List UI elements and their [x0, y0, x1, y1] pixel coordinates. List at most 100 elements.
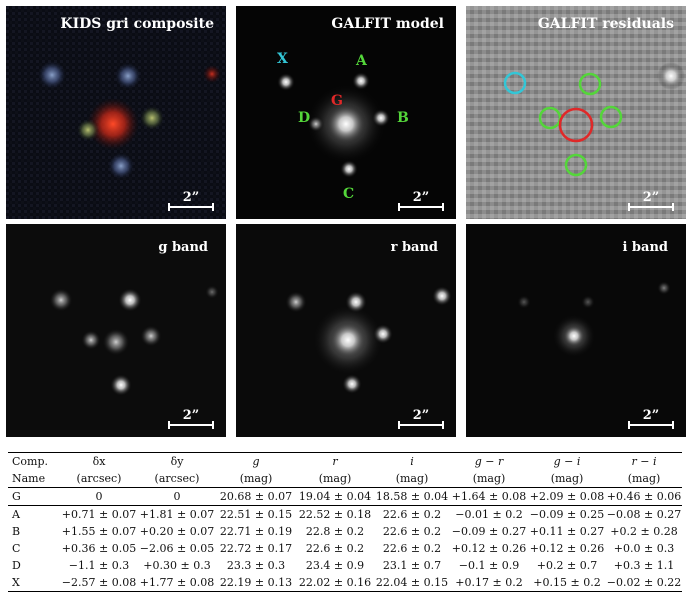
table-cell: (mag) — [374, 470, 450, 488]
table-cell: 22.52 ± 0.18 — [298, 508, 372, 521]
model-label-x: X — [277, 51, 288, 67]
table-cell: 20.68 ± 0.07 — [216, 487, 296, 506]
table-cell: 22.6 ± 0.2 — [382, 508, 442, 521]
table-cell: 22.72 ± 0.17 — [219, 542, 293, 555]
table-cell: +1.55 ± 0.07 — [61, 525, 137, 538]
table-cell: 22.6 ± 0.2 — [382, 542, 442, 555]
model-label-d: D — [298, 110, 311, 126]
table-cell: i — [374, 452, 450, 470]
table-cell: 22.19 ± 0.13 — [216, 574, 296, 592]
model-image — [236, 6, 456, 219]
table-cell: (mag) — [296, 470, 374, 488]
residual-circle-b — [599, 105, 623, 129]
table-cell: 23.4 ± 0.9 — [305, 559, 365, 572]
table-cell: (arcsec) — [138, 470, 216, 488]
residual-circle-a — [578, 72, 602, 96]
table-cell: −0.02 ± 0.22 — [606, 574, 682, 592]
table-cell: 22.6 ± 0.2 — [305, 542, 365, 555]
composite-title: KIDS gri composite — [60, 16, 214, 32]
table-cell: 0 — [60, 487, 138, 506]
panel-galfit-residuals: GALFIT residuals 2” — [466, 6, 686, 219]
table-cell: 22.8 ± 0.2 — [305, 525, 365, 538]
table-cell: +0.71 ± 0.07 — [61, 508, 137, 521]
table-row: Name (arcsec) (arcsec) (mag) (mag) (mag) (mag)… — [8, 470, 682, 488]
table-cell: +0.36 ± 0.05 — [61, 542, 137, 555]
r-band-scale-bar: 2” — [398, 409, 444, 429]
table-cell: 18.58 ± 0.04 — [374, 487, 450, 506]
residual-circle-c — [564, 153, 588, 177]
table-cell: 23.1 ± 0.7 — [382, 559, 442, 572]
table-cell: δx — [60, 452, 138, 470]
model-label-c: C — [343, 186, 355, 202]
table-cell: +0.20 ± 0.07 — [139, 525, 215, 538]
table-cell: 22.71 ± 0.19 — [219, 525, 293, 538]
table-cell: A — [12, 508, 20, 521]
table-row: D −1.1 ± 0.3 +0.30 ± 0.3 23.3 ± 0.3 23.4 ± 0… — [8, 557, 682, 574]
residuals-title: GALFIT residuals — [537, 16, 674, 32]
table-cell: δy — [138, 452, 216, 470]
table-cell: −0.01 ± 0.2 — [455, 508, 523, 521]
table-cell: +1.64 ± 0.08 — [450, 487, 528, 506]
table-cell: −1.1 ± 0.3 — [68, 559, 130, 572]
composite-scale-bar: 2” — [168, 191, 214, 211]
panel-kids-composite: KIDS gri composite 2” — [6, 6, 226, 219]
table-row: B +1.55 ± 0.07 +0.20 ± 0.07 22.71 ± 0.19 22.… — [8, 523, 682, 540]
table-cell: 0 — [138, 487, 216, 506]
table-cell: +0.2 ± 0.28 — [610, 525, 678, 538]
table-cell: 19.04 ± 0.04 — [296, 487, 374, 506]
table-row: C +0.36 ± 0.05 −2.06 ± 0.05 22.72 ± 0.17 22.… — [8, 540, 682, 557]
table-cell: (mag) — [606, 470, 682, 488]
model-label-b: B — [397, 110, 409, 126]
table-cell: G — [8, 487, 60, 506]
residuals-scale-bar: 2” — [628, 191, 674, 211]
table-cell: g − r — [450, 452, 528, 470]
r-band-image — [236, 224, 456, 437]
table-cell: −2.57 ± 0.08 — [60, 574, 138, 592]
residual-circle-g — [558, 107, 594, 143]
table-cell: 22.02 ± 0.16 — [296, 574, 374, 592]
panel-i-band: i band 2” — [466, 224, 686, 437]
panel-galfit-model: GALFIT model X A G D B C 2” — [236, 6, 456, 219]
i-band-scale-bar: 2” — [628, 409, 674, 429]
table-cell: +1.81 ± 0.07 — [139, 508, 215, 521]
table-cell: r — [296, 452, 374, 470]
table-cell: C — [12, 542, 21, 555]
table-cell: (mag) — [528, 470, 606, 488]
table-cell: −0.09 ± 0.27 — [451, 525, 527, 538]
table-cell: (mag) — [216, 470, 296, 488]
table-cell: +0.12 ± 0.26 — [451, 542, 527, 555]
table-cell: +0.15 ± 0.2 — [528, 574, 606, 592]
composite-lens-galaxy — [87, 98, 139, 150]
table-cell: +0.2 ± 0.7 — [536, 559, 598, 572]
g-band-scale-bar: 2” — [168, 409, 214, 429]
table-cell: +2.09 ± 0.08 — [528, 487, 606, 506]
table-cell: −2.06 ± 0.05 — [139, 542, 215, 555]
table-cell: −0.09 ± 0.25 — [529, 508, 605, 521]
table-cell: Comp. — [8, 452, 60, 470]
g-band-image — [6, 224, 226, 437]
r-band-title: r band — [390, 240, 438, 255]
table-cell: (mag) — [450, 470, 528, 488]
table-cell: +0.0 ± 0.3 — [613, 542, 675, 555]
residual-circle-d — [538, 106, 562, 130]
table-cell: +0.17 ± 0.2 — [450, 574, 528, 592]
table-cell: +0.3 ± 1.1 — [613, 559, 675, 572]
table-row: G 0 0 20.68 ± 0.07 19.04 ± 0.04 18.58 ± 0.04 +… — [8, 487, 682, 506]
table-cell: +0.46 ± 0.06 — [606, 487, 682, 506]
table-row: X −2.57 ± 0.08 +1.77 ± 0.08 22.19 ± 0.13 22.… — [8, 574, 682, 592]
table-cell: Name — [8, 470, 60, 488]
table-cell: g — [216, 452, 296, 470]
g-band-title: g band — [158, 240, 208, 255]
table-cell: 22.04 ± 0.15 — [374, 574, 450, 592]
table-cell: (arcsec) — [60, 470, 138, 488]
table-cell: +0.11 ± 0.27 — [529, 525, 605, 538]
table-cell: g − i — [528, 452, 606, 470]
table-cell: D — [12, 559, 21, 572]
residual-circle-x — [503, 71, 527, 95]
model-title: GALFIT model — [331, 16, 444, 32]
table-cell: +1.77 ± 0.08 — [138, 574, 216, 592]
model-label-a: A — [356, 53, 367, 69]
model-scale-bar: 2” — [398, 191, 444, 211]
table-cell: r − i — [606, 452, 682, 470]
